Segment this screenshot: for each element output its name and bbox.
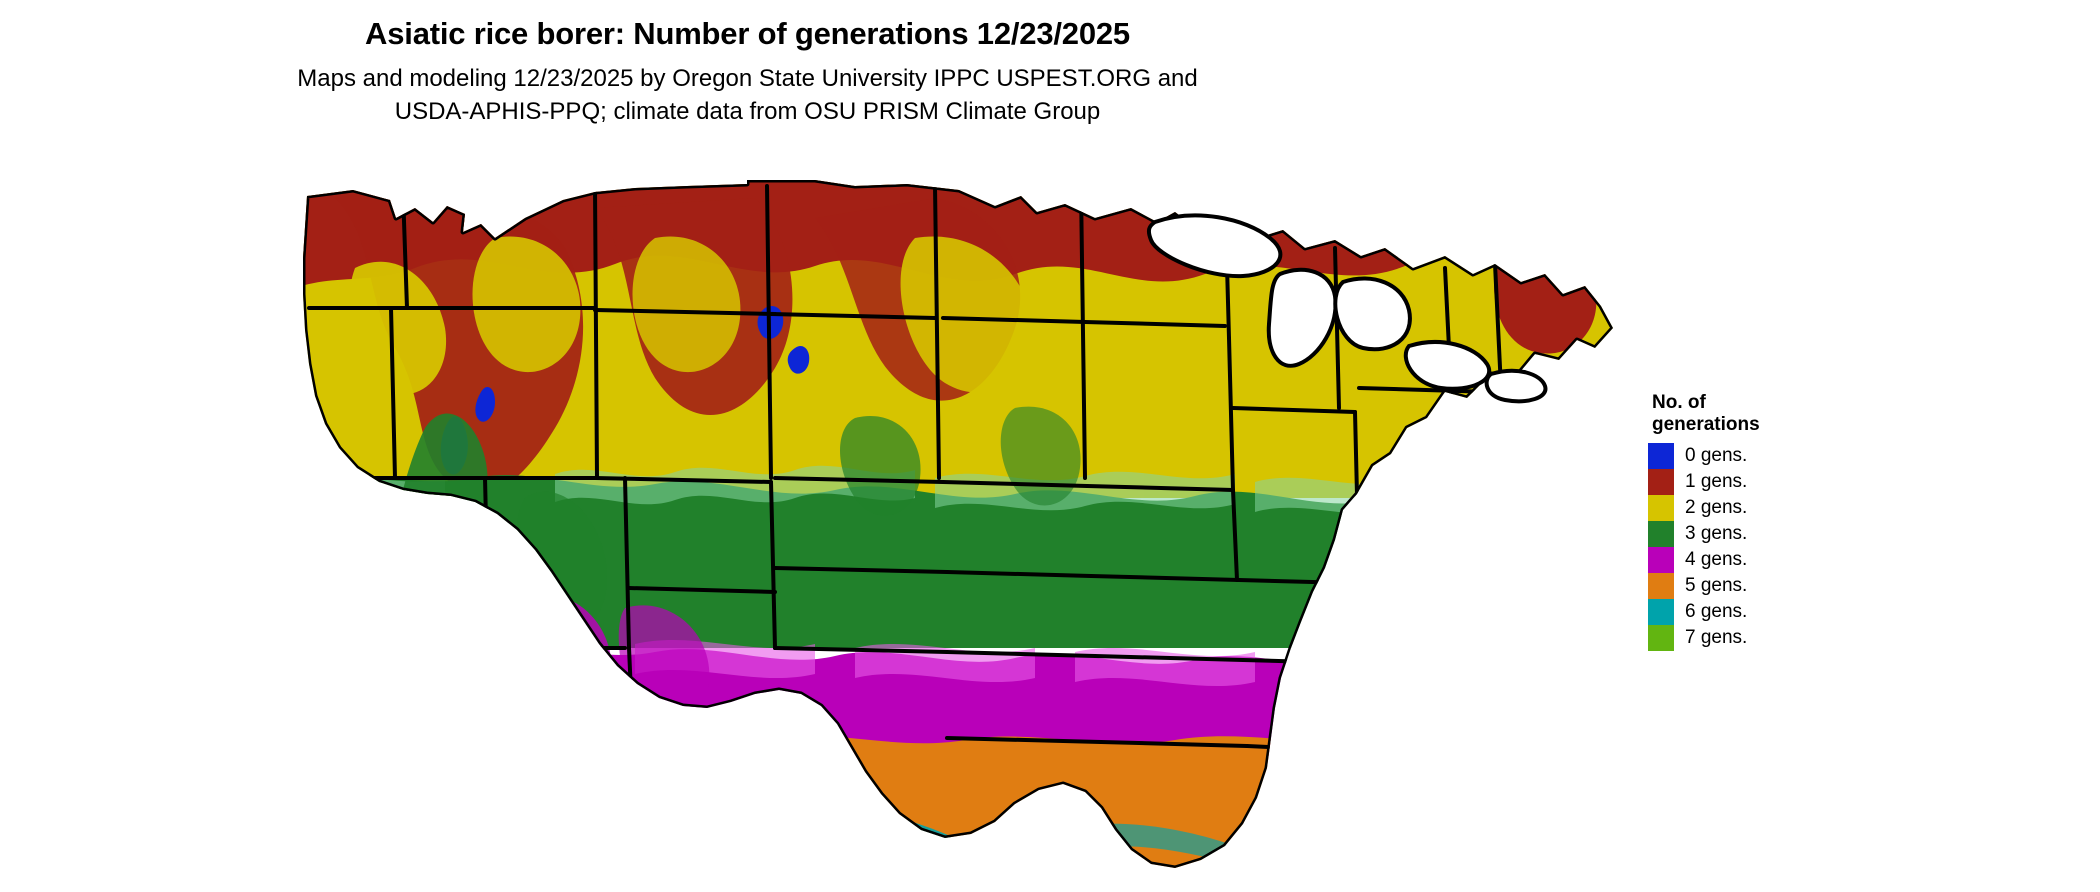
legend-label-6-gens: 6 gens. — [1685, 601, 1748, 622]
legend-item-2-gens: 2 gens. — [1648, 495, 1908, 521]
legend-title: No. of generations — [1652, 392, 1760, 435]
page-subtitle: Maps and modeling 12/23/2025 by Oregon S… — [0, 51, 1495, 128]
legend-swatch-2-gens — [1648, 495, 1674, 521]
legend-label-3-gens: 3 gens. — [1685, 523, 1748, 544]
legend-swatch-3-gens — [1648, 521, 1674, 547]
legend-swatch-5-gens — [1648, 573, 1674, 599]
legend-item-4-gens: 4 gens. — [1648, 547, 1908, 573]
legend-label-1-gens: 1 gens. — [1685, 471, 1748, 492]
legend-swatch-6-gens — [1648, 599, 1674, 625]
generations-choropleth-map — [295, 178, 1615, 878]
legend-label-0-gens: 0 gens. — [1685, 445, 1748, 466]
page-title: Asiatic rice borer: Number of generation… — [365, 16, 1130, 51]
legend-item-5-gens: 5 gens. — [1648, 573, 1908, 599]
legend-swatch-0-gens — [1648, 443, 1674, 469]
subtitle-line-1: Maps and modeling 12/23/2025 by Oregon S… — [297, 65, 1198, 92]
legend-swatch-4-gens — [1648, 547, 1674, 573]
legend-item-3-gens: 3 gens. — [1648, 521, 1908, 547]
legend-item-6-gens: 6 gens. — [1648, 599, 1908, 625]
legend-label-4-gens: 4 gens. — [1685, 549, 1748, 570]
legend-label-2-gens: 2 gens. — [1685, 497, 1748, 518]
subtitle-line-2: USDA-APHIS-PPQ; climate data from OSU PR… — [394, 98, 1101, 125]
legend-swatch-7-gens — [1648, 625, 1674, 651]
legend-item-7-gens: 7 gens. — [1648, 625, 1908, 651]
great-lakes — [1146, 213, 1548, 404]
title-block: Asiatic rice borer: Number of generation… — [0, 0, 1495, 128]
map-legend: No. of generations 0 gens. 1 gens. 2 gen… — [1648, 392, 1908, 651]
legend-item-list: 0 gens. 1 gens. 2 gens. 3 gens. 4 gens. … — [1648, 443, 1908, 651]
legend-item-1-gens: 1 gens. — [1648, 469, 1908, 495]
legend-label-7-gens: 7 gens. — [1685, 627, 1748, 648]
legend-swatch-1-gens — [1648, 469, 1674, 495]
legend-label-5-gens: 5 gens. — [1685, 575, 1748, 596]
legend-item-0-gens: 0 gens. — [1648, 443, 1908, 469]
